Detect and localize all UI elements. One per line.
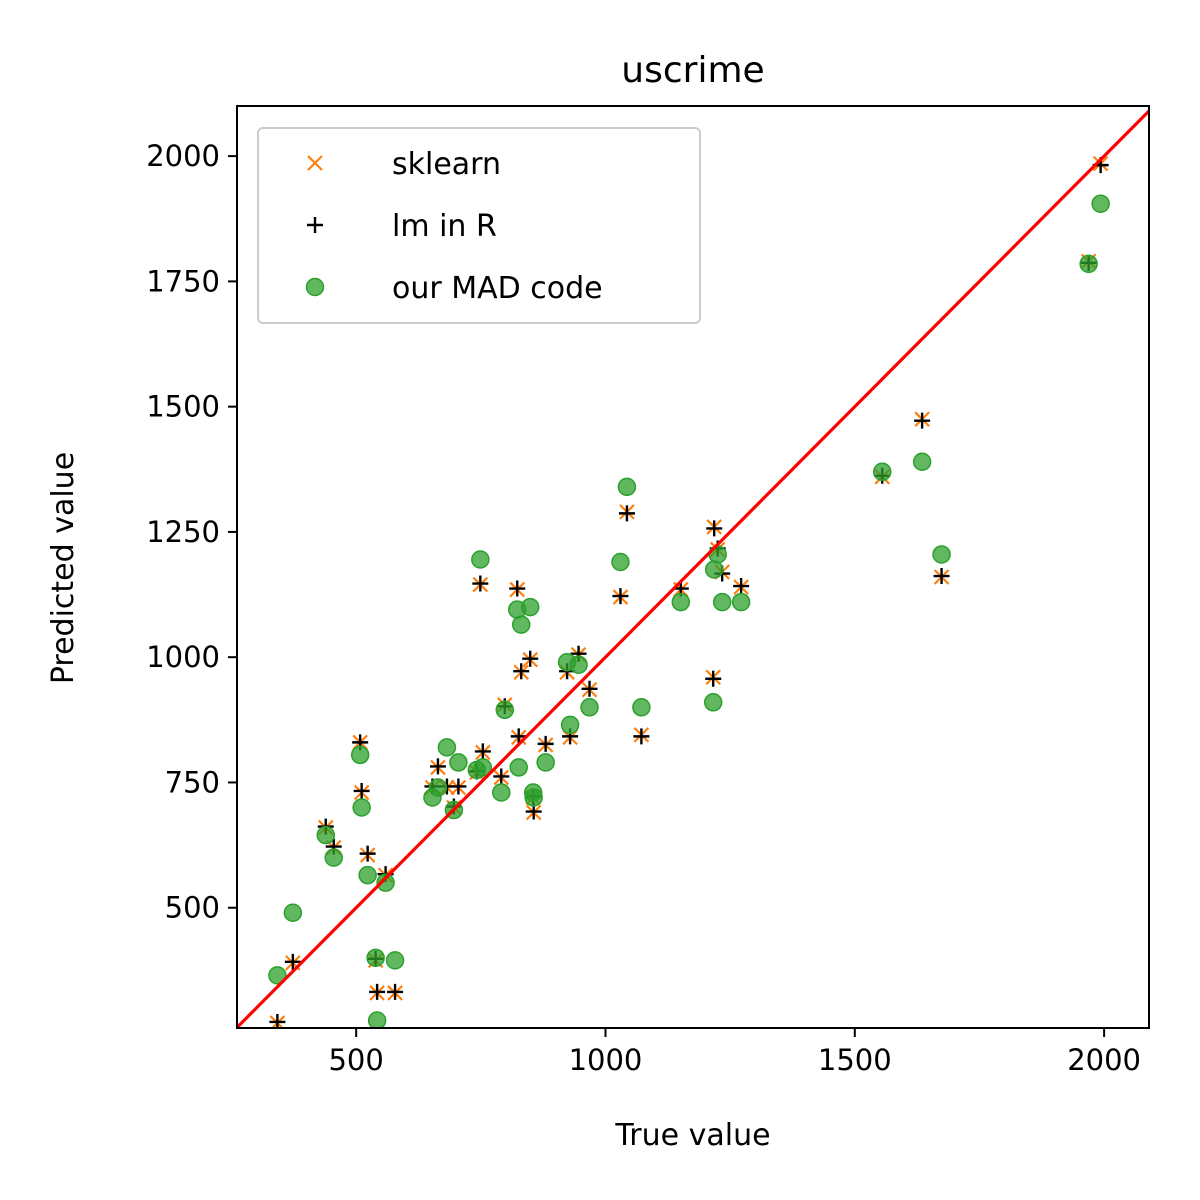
legend-label-our-mad-code: our MAD code [392, 271, 603, 306]
our-mad-code-point-41 [872, 462, 892, 482]
our-mad-code-point-20 [495, 700, 515, 720]
lm-in-r-point-42 [914, 412, 931, 429]
plot-marks [237, 108, 1149, 1028]
our-mad-code-point-31 [580, 698, 599, 717]
x-tick-label-0: 500 [328, 1043, 383, 1077]
x-tick-label-2: 1500 [818, 1043, 892, 1077]
plot-area [237, 108, 1149, 1028]
our-mad-code-point-17 [471, 550, 490, 569]
our-mad-code-point-5 [352, 798, 371, 817]
chart-title: uscrime [621, 50, 764, 91]
lm-in-r-point-22 [510, 728, 527, 745]
our-mad-code-point-15 [449, 753, 468, 772]
y-axis-label: Predicted value [46, 452, 81, 684]
x-tick-label-3: 2000 [1067, 1043, 1141, 1077]
our-mad-code-point-45 [1091, 194, 1110, 213]
our-mad-code-point-24 [520, 597, 540, 617]
lm-in-r-point-34 [633, 728, 650, 745]
our-mad-code-point-22 [509, 758, 528, 777]
lm-in-r-point-17 [472, 575, 489, 592]
lm-in-r-point-15 [450, 778, 467, 795]
legend-box [257, 127, 701, 324]
our-mad-code-point-29 [560, 715, 580, 735]
our-mad-code-point-8 [367, 1011, 387, 1028]
our-mad-code-point-18 [473, 758, 493, 777]
axis-ticks: 500 1000 1500 2000 500 750 1000 1250 1500 1750 200… [146, 139, 1141, 1077]
y-tick-label-2: 1000 [146, 640, 220, 674]
our-mad-code-point-0 [268, 966, 287, 985]
our-mad-code-point-12 [428, 778, 448, 797]
our-mad-code-point-27 [536, 753, 555, 772]
our-mad-code-point-10 [385, 951, 405, 970]
lm-in-r-point-37 [706, 520, 723, 537]
our-mad-code-point-9 [376, 873, 395, 892]
our-mad-code-point-26 [524, 788, 543, 807]
x-tick-label-1: 1000 [569, 1043, 643, 1077]
our-mad-code-point-39 [712, 592, 732, 612]
legend: sklearn lm in R our MAD code [257, 127, 701, 324]
our-mad-code-point-40 [731, 592, 751, 612]
lm-in-r-point-23 [513, 663, 530, 680]
our-mad-code-point-34 [632, 698, 651, 717]
our-mad-code-point-35 [671, 592, 691, 612]
our-mad-code-point-3 [324, 848, 343, 867]
legend-marker-sklearn [307, 155, 323, 171]
our-mad-code-point-43 [932, 545, 951, 564]
lm-in-r-point-10 [387, 983, 404, 1000]
our-mad-code-point-42 [912, 452, 932, 472]
lm-in-r-point-33 [618, 505, 635, 522]
our-mad-code-point-30 [569, 655, 588, 674]
y-tick-label-6: 2000 [146, 139, 220, 173]
our-mad-code-point-23 [511, 615, 531, 634]
our-mad-code-point-32 [611, 552, 630, 572]
legend-label-lm-in-r: lm in R [392, 209, 497, 244]
our-mad-code-point-6 [358, 865, 377, 885]
lm-in-r-point-19 [493, 768, 510, 785]
lm-in-r-point-5 [353, 782, 370, 799]
lm-in-r-point-8 [369, 983, 386, 1000]
lm-in-r-point-12 [429, 758, 446, 775]
y-tick-label-1: 750 [165, 765, 220, 799]
our-mad-code-point-7 [366, 948, 385, 968]
our-mad-code-point-44 [1079, 254, 1098, 274]
our-mad-code-point-19 [492, 783, 511, 802]
lm-in-r-point-24 [522, 650, 539, 667]
lm-in-r-point-43 [933, 568, 950, 585]
y-tick-label-0: 500 [165, 891, 220, 925]
lm-in-r-point-21 [509, 580, 526, 597]
our-mad-code-point-13 [437, 738, 457, 757]
lm-in-r-point-27 [537, 735, 554, 752]
legend-label-sklearn: sklearn [392, 147, 501, 182]
lm-in-r-point-40 [733, 578, 750, 595]
axes-frame [236, 105, 1150, 1029]
our-mad-code-point-2 [316, 825, 336, 845]
lm-in-r-point-31 [581, 680, 598, 697]
legend-marker-lm-in-r [307, 217, 323, 233]
lm-in-r-point-1 [284, 953, 301, 970]
our-mad-code-point-37 [704, 560, 724, 579]
y-tick-label-3: 1250 [146, 515, 220, 549]
x-axis-label: True value [614, 1118, 770, 1153]
legend-marker-our-mad-code [305, 277, 325, 297]
identity-line [237, 108, 1149, 1028]
our-mad-code-point-36 [703, 693, 723, 712]
lm-in-r-point-18 [474, 743, 491, 760]
y-tick-label-5: 1750 [146, 264, 220, 298]
lm-in-r-point-36 [705, 670, 722, 687]
our-mad-code-point-33 [617, 477, 637, 497]
our-mad-code-point-4 [350, 745, 370, 765]
lm-in-r-point-6 [359, 845, 376, 862]
y-tick-label-4: 1500 [146, 390, 220, 424]
lm-in-r-point-32 [612, 588, 629, 605]
our-mad-code-point-1 [283, 903, 303, 922]
